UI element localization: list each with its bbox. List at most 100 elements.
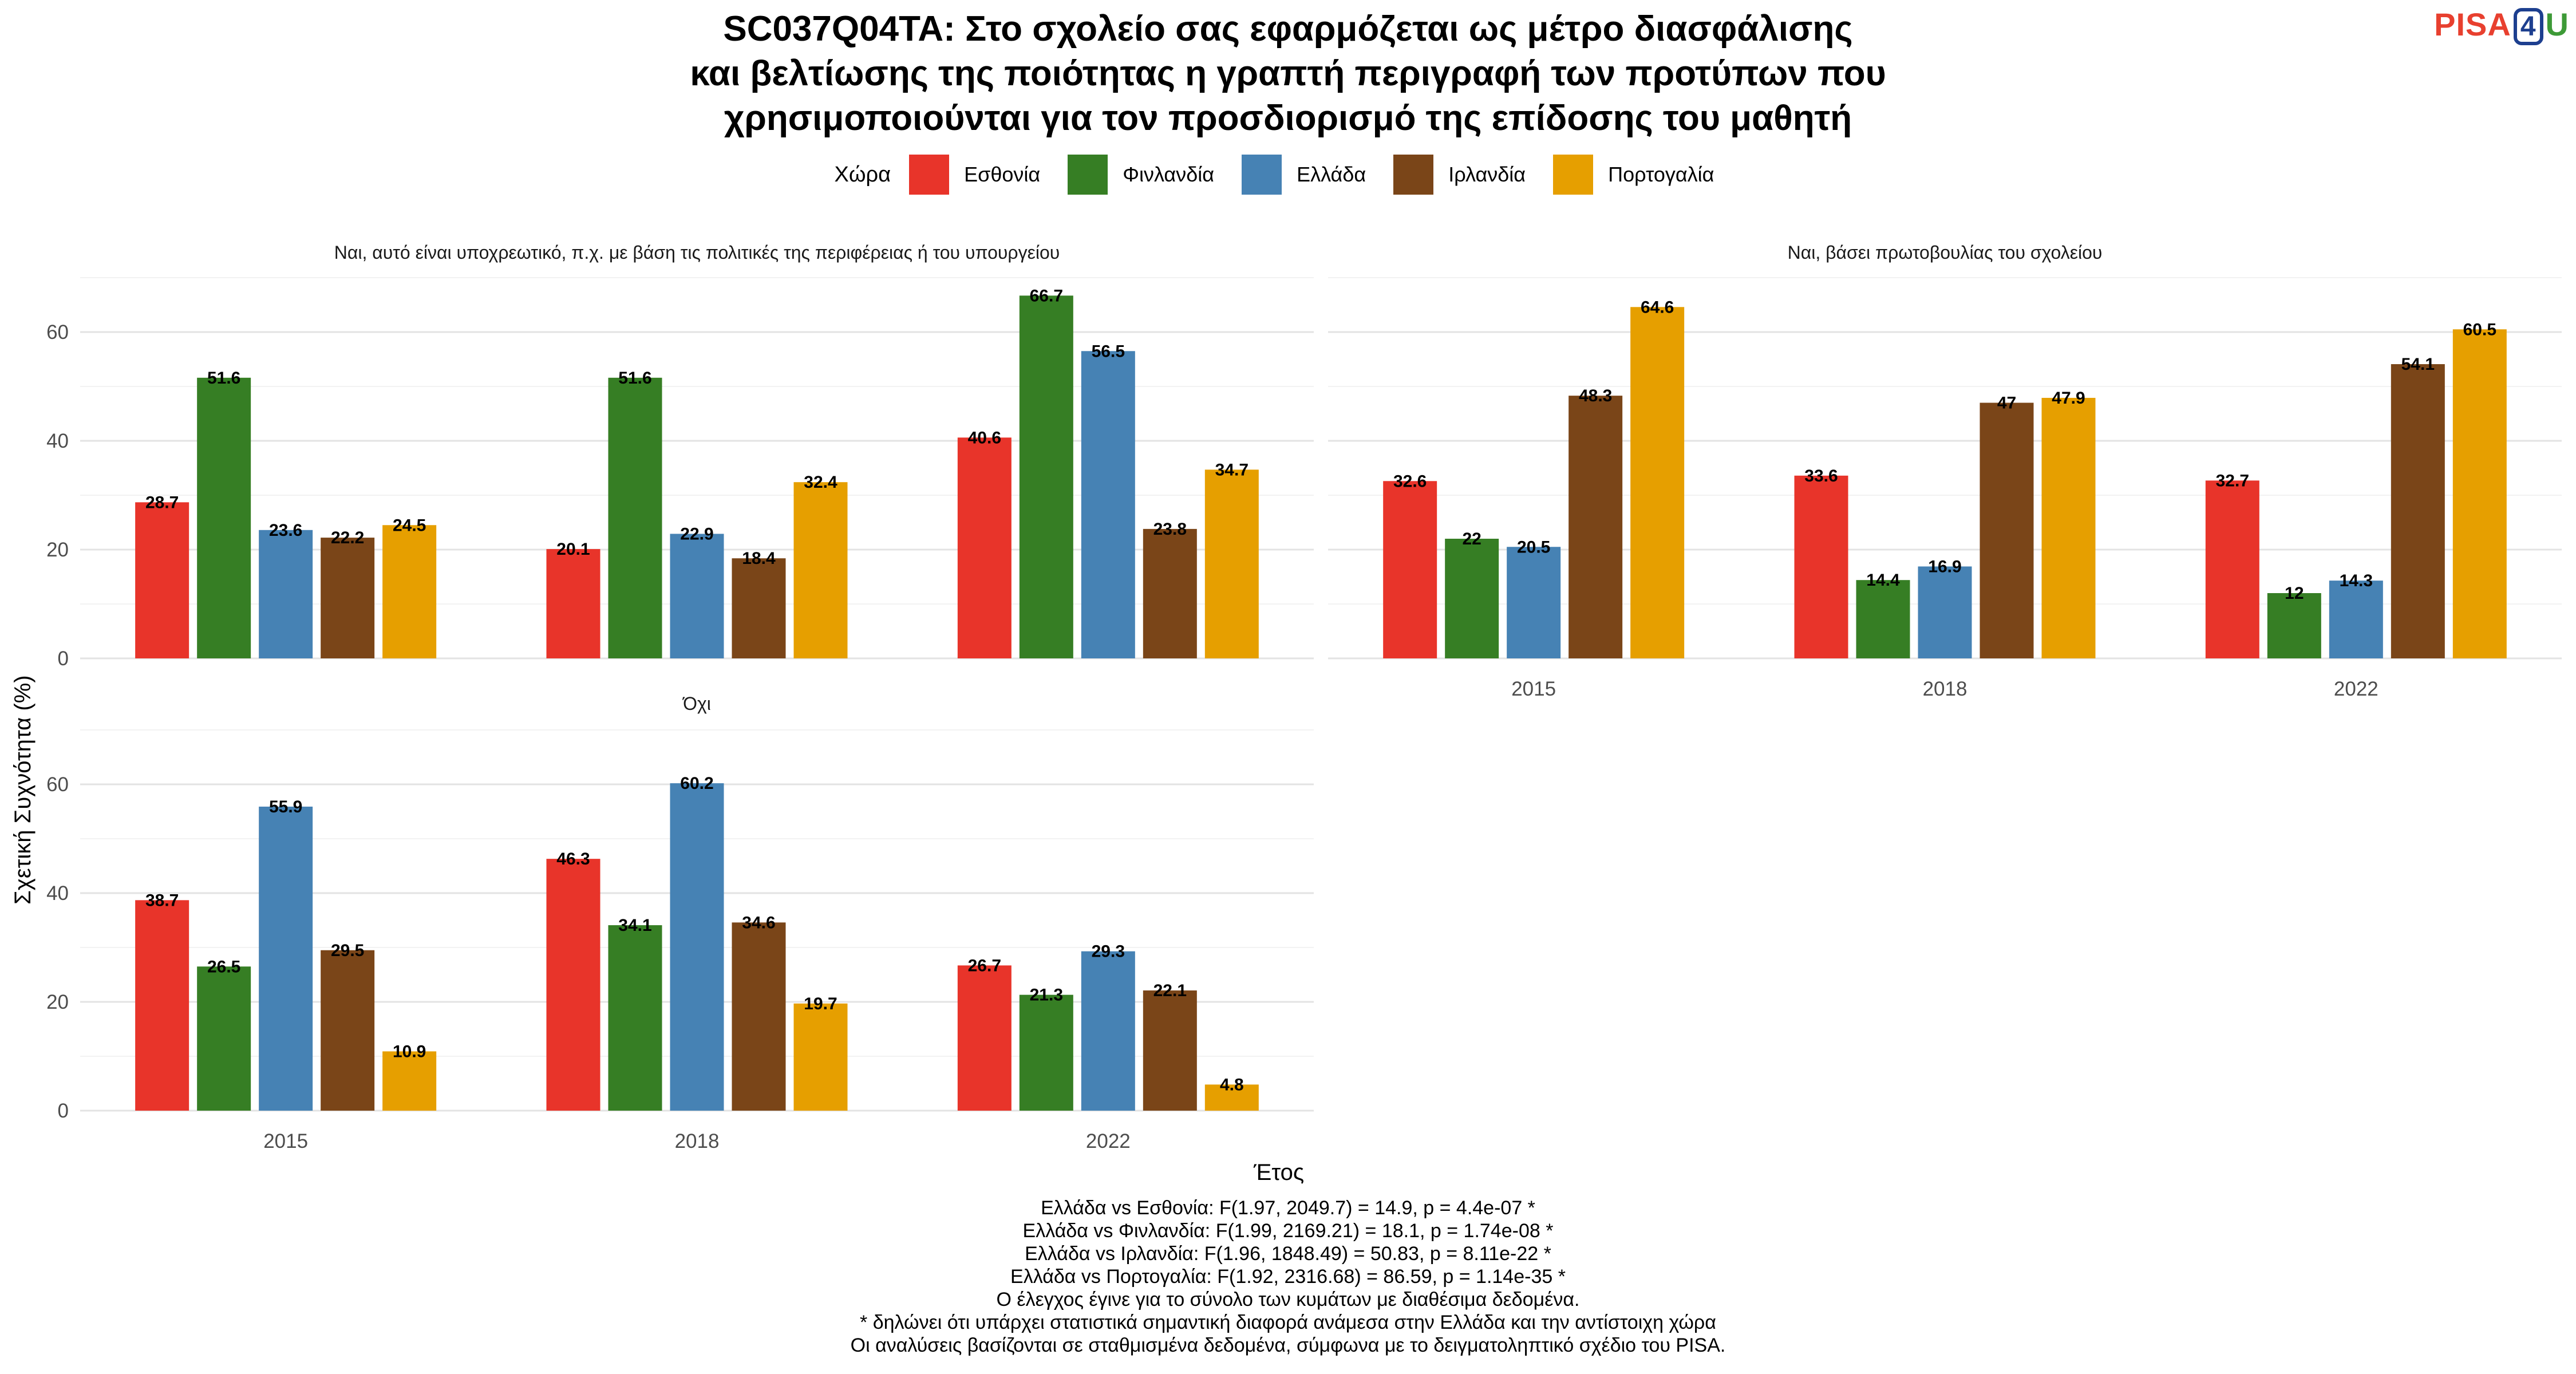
y-tick-label: 40 (46, 882, 69, 905)
bar (546, 549, 600, 658)
bar (1204, 469, 1259, 658)
bar (1019, 295, 1073, 658)
x-tick-label: 2022 (2334, 678, 2379, 700)
legend-swatch (909, 155, 950, 195)
legend-title: Χώρα (834, 162, 891, 187)
data-label: 56.5 (1092, 342, 1125, 361)
data-label: 19.7 (804, 994, 837, 1013)
bar (732, 922, 786, 1111)
bar (1143, 528, 1197, 658)
data-label: 38.7 (145, 891, 179, 910)
bar (259, 530, 313, 658)
data-label: 4.8 (1220, 1075, 1244, 1094)
data-label: 14.4 (1866, 571, 1900, 590)
bar (321, 538, 375, 658)
data-label: 20.1 (556, 540, 590, 559)
facet-title: Ναι, βάσει πρωτοβουλίας του σχολείου (1788, 242, 2103, 263)
bar (1507, 547, 1561, 658)
data-label: 22.1 (1153, 981, 1187, 1000)
title-line: SC037Q04TA: Στο σχολείο σας εφαρμόζεται … (723, 9, 1853, 49)
bar (2205, 480, 2259, 658)
data-label: 33.6 (1804, 467, 1838, 485)
data-label: 21.3 (1030, 986, 1063, 1005)
footnotes: Ελλάδα vs Εσθονία: F(1.97, 2049.7) = 14.… (0, 1197, 2576, 1357)
data-label: 16.9 (1928, 557, 1961, 576)
footnote-line: Ελλάδα vs Ιρλανδία: F(1.96, 1848.49) = 5… (1025, 1243, 1551, 1265)
footnote-line: Ελλάδα vs Πορτογαλία: F(1.92, 2316.68) =… (1010, 1266, 1566, 1288)
data-label: 32.7 (2216, 471, 2249, 490)
bar (1204, 1084, 1259, 1111)
legend-item: Ιρλανδία (1393, 155, 1526, 195)
legend-item: Πορτογαλία (1553, 155, 1714, 195)
logo-text-pisa: PISA (2434, 6, 2511, 42)
bar (608, 377, 662, 658)
data-label: 54.1 (2401, 355, 2435, 374)
data-label: 51.6 (207, 369, 240, 388)
x-tick-label: 2018 (675, 1130, 720, 1152)
y-axis-label: Σχετική Συχνότητα (%) (10, 675, 35, 905)
data-label: 22 (1462, 530, 1481, 548)
x-tick-label: 2015 (263, 1130, 308, 1152)
data-label: 24.5 (393, 516, 426, 535)
legend-swatch (1553, 155, 1594, 195)
y-tick-label: 40 (46, 430, 69, 452)
bar (1081, 351, 1135, 658)
title-line: και βελτίωσης της ποιότητας η γραπτή περ… (690, 54, 1886, 93)
chart-title: SC037Q04TA: Στο σχολείο σας εφαρμόζεται … (0, 7, 2576, 141)
legend-item: Φινλανδία (1068, 155, 1214, 195)
footnote-line: * δηλώνει ότι υπάρχει στατιστικά σημαντι… (860, 1312, 1716, 1333)
x-tick-label: 2018 (1923, 678, 1967, 700)
data-label: 47.9 (2052, 389, 2085, 408)
y-tick-label: 0 (58, 647, 69, 670)
bar (1630, 307, 1685, 658)
title-line: χρησιμοποιούνται για τον προσδιορισμό τη… (724, 98, 1852, 138)
bar (197, 377, 251, 658)
bar (2452, 329, 2507, 658)
y-tick-label: 60 (46, 321, 69, 344)
data-label: 48.3 (1579, 386, 1612, 405)
data-label: 46.3 (556, 850, 590, 868)
bar (1980, 402, 2034, 658)
footnote-line: Ελλάδα vs Εσθονία: F(1.97, 2049.7) = 14.… (1041, 1197, 1535, 1219)
facet-title: Όχι (682, 693, 711, 714)
y-tick-label: 20 (46, 539, 69, 561)
y-tick-label: 20 (46, 991, 69, 1013)
data-label: 22.9 (680, 524, 713, 543)
data-label: 64.6 (1641, 298, 1674, 317)
data-label: 26.5 (207, 957, 240, 976)
data-label: 23.6 (269, 521, 302, 540)
data-label: 14.3 (2340, 571, 2373, 590)
bar (732, 558, 786, 658)
legend-label: Φινλανδία (1123, 163, 1215, 186)
x-axis-label: Έτος (1254, 1160, 1305, 1185)
legend-item: Εσθονία (909, 155, 1040, 195)
data-label: 34.1 (618, 916, 651, 935)
bar (135, 900, 189, 1111)
bar (2391, 364, 2445, 658)
bar (670, 534, 724, 658)
data-label: 40.6 (968, 428, 1001, 447)
legend-item: Ελλάδα (1242, 155, 1366, 195)
bar (1383, 481, 1437, 658)
y-tick-label: 60 (46, 773, 69, 796)
bar (259, 806, 313, 1111)
legend-label: Εσθονία (964, 163, 1041, 186)
bar (321, 950, 375, 1111)
logo-text-4: 4 (2513, 8, 2543, 45)
bar (1568, 396, 1623, 658)
bar (2329, 581, 2383, 658)
bar (382, 525, 437, 658)
data-label: 32.6 (1393, 472, 1427, 491)
footnote-line: Ελλάδα vs Φινλανδία: F(1.99, 2169.21) = … (1022, 1220, 1554, 1242)
data-label: 23.8 (1153, 520, 1187, 539)
bar (546, 859, 600, 1111)
legend: Χώρα Εσθονία Φινλανδία Ελλάδα Ιρλανδία Π… (0, 155, 2576, 195)
footnote-line: Ο έλεγχος έγινε για το σύνολο των κυμάτω… (996, 1289, 1580, 1310)
x-tick-label: 2022 (1086, 1130, 1131, 1152)
data-label: 32.4 (804, 473, 837, 492)
data-label: 12 (2285, 584, 2304, 603)
bar (197, 966, 251, 1111)
data-label: 55.9 (269, 797, 302, 816)
data-label: 26.7 (968, 956, 1001, 975)
y-tick-label: 0 (58, 1100, 69, 1122)
